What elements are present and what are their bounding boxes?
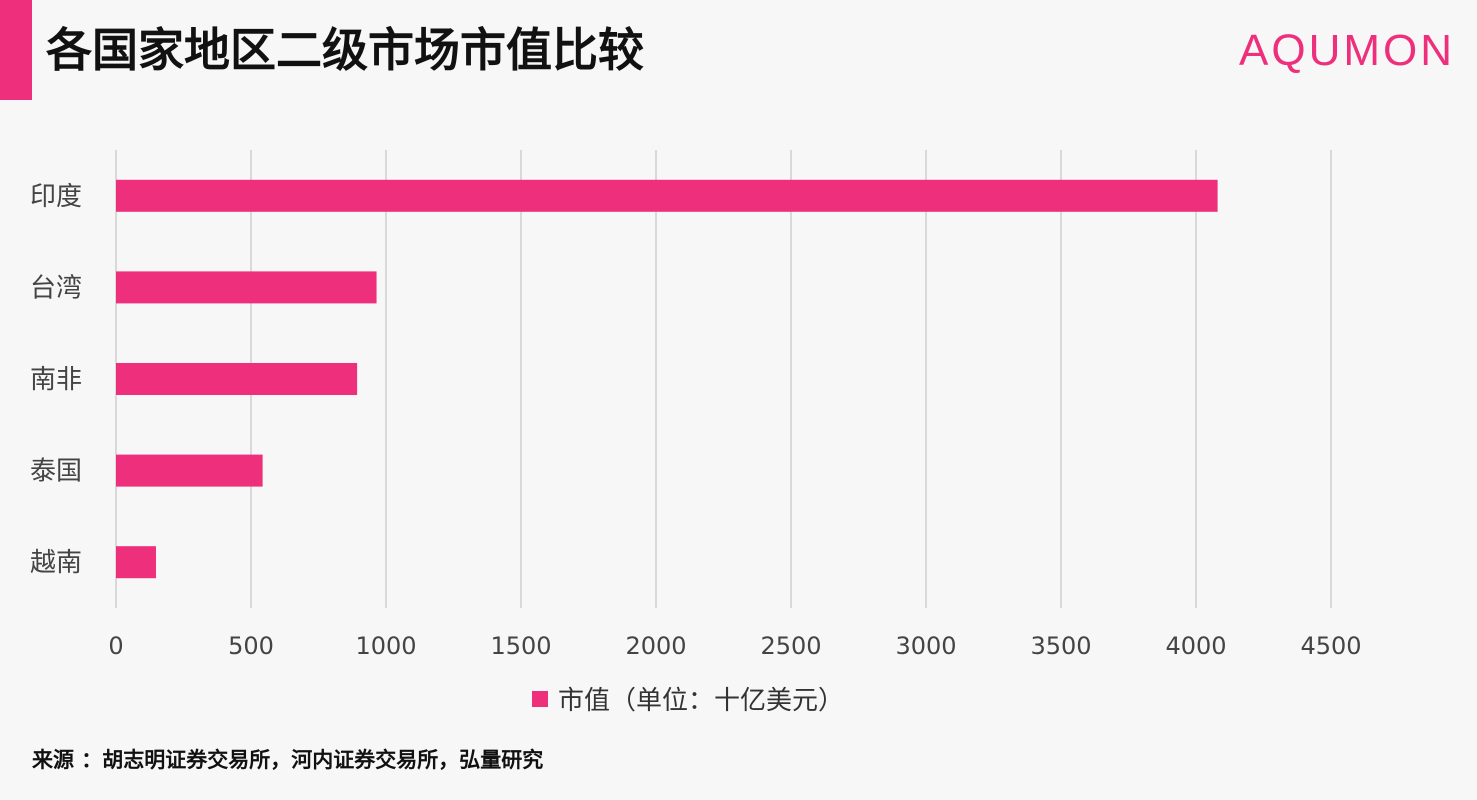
bar — [116, 271, 377, 304]
x-tick-label: 2500 — [760, 632, 821, 660]
category-label: 越南 — [30, 548, 82, 578]
x-tick-label: 1000 — [355, 632, 416, 660]
bars — [116, 179, 1218, 579]
bar — [116, 363, 358, 395]
x-tick-label: 500 — [228, 632, 274, 660]
title-accent-bar — [0, 0, 32, 100]
x-tick-label: 3000 — [895, 632, 956, 660]
category-label: 印度 — [30, 182, 82, 212]
bar — [116, 454, 263, 487]
x-tick-label: 0 — [108, 632, 123, 660]
category-label: 泰国 — [30, 457, 82, 487]
legend-label: 市值（单位：十亿美元） — [558, 686, 845, 716]
x-tick-labels: 0 500 1000 1500 2000 2500 3000 3500 4000 4500 — [108, 632, 1361, 660]
category-label: 南非 — [30, 365, 82, 395]
bar — [116, 546, 156, 579]
x-tick-label: 4000 — [1165, 632, 1226, 660]
category-label: 台湾 — [30, 273, 82, 303]
x-tick-label: 3500 — [1030, 632, 1091, 660]
grid-lines — [115, 150, 1332, 608]
bar — [116, 179, 1218, 212]
legend-swatch — [532, 690, 548, 707]
legend: 市值（单位：十亿美元） — [532, 680, 844, 717]
x-tick-label: 4500 — [1300, 632, 1361, 660]
aqumon-logo: AQUMON — [1239, 26, 1455, 75]
x-tick-label: 2000 — [625, 632, 686, 660]
chart-title: 各国家地区二级市场市值比较 — [46, 23, 644, 77]
source-note: 来源 ：胡志明证券交易所，河内证券交易所，弘量研究 — [32, 748, 544, 772]
x-tick-label: 1500 — [490, 632, 551, 660]
